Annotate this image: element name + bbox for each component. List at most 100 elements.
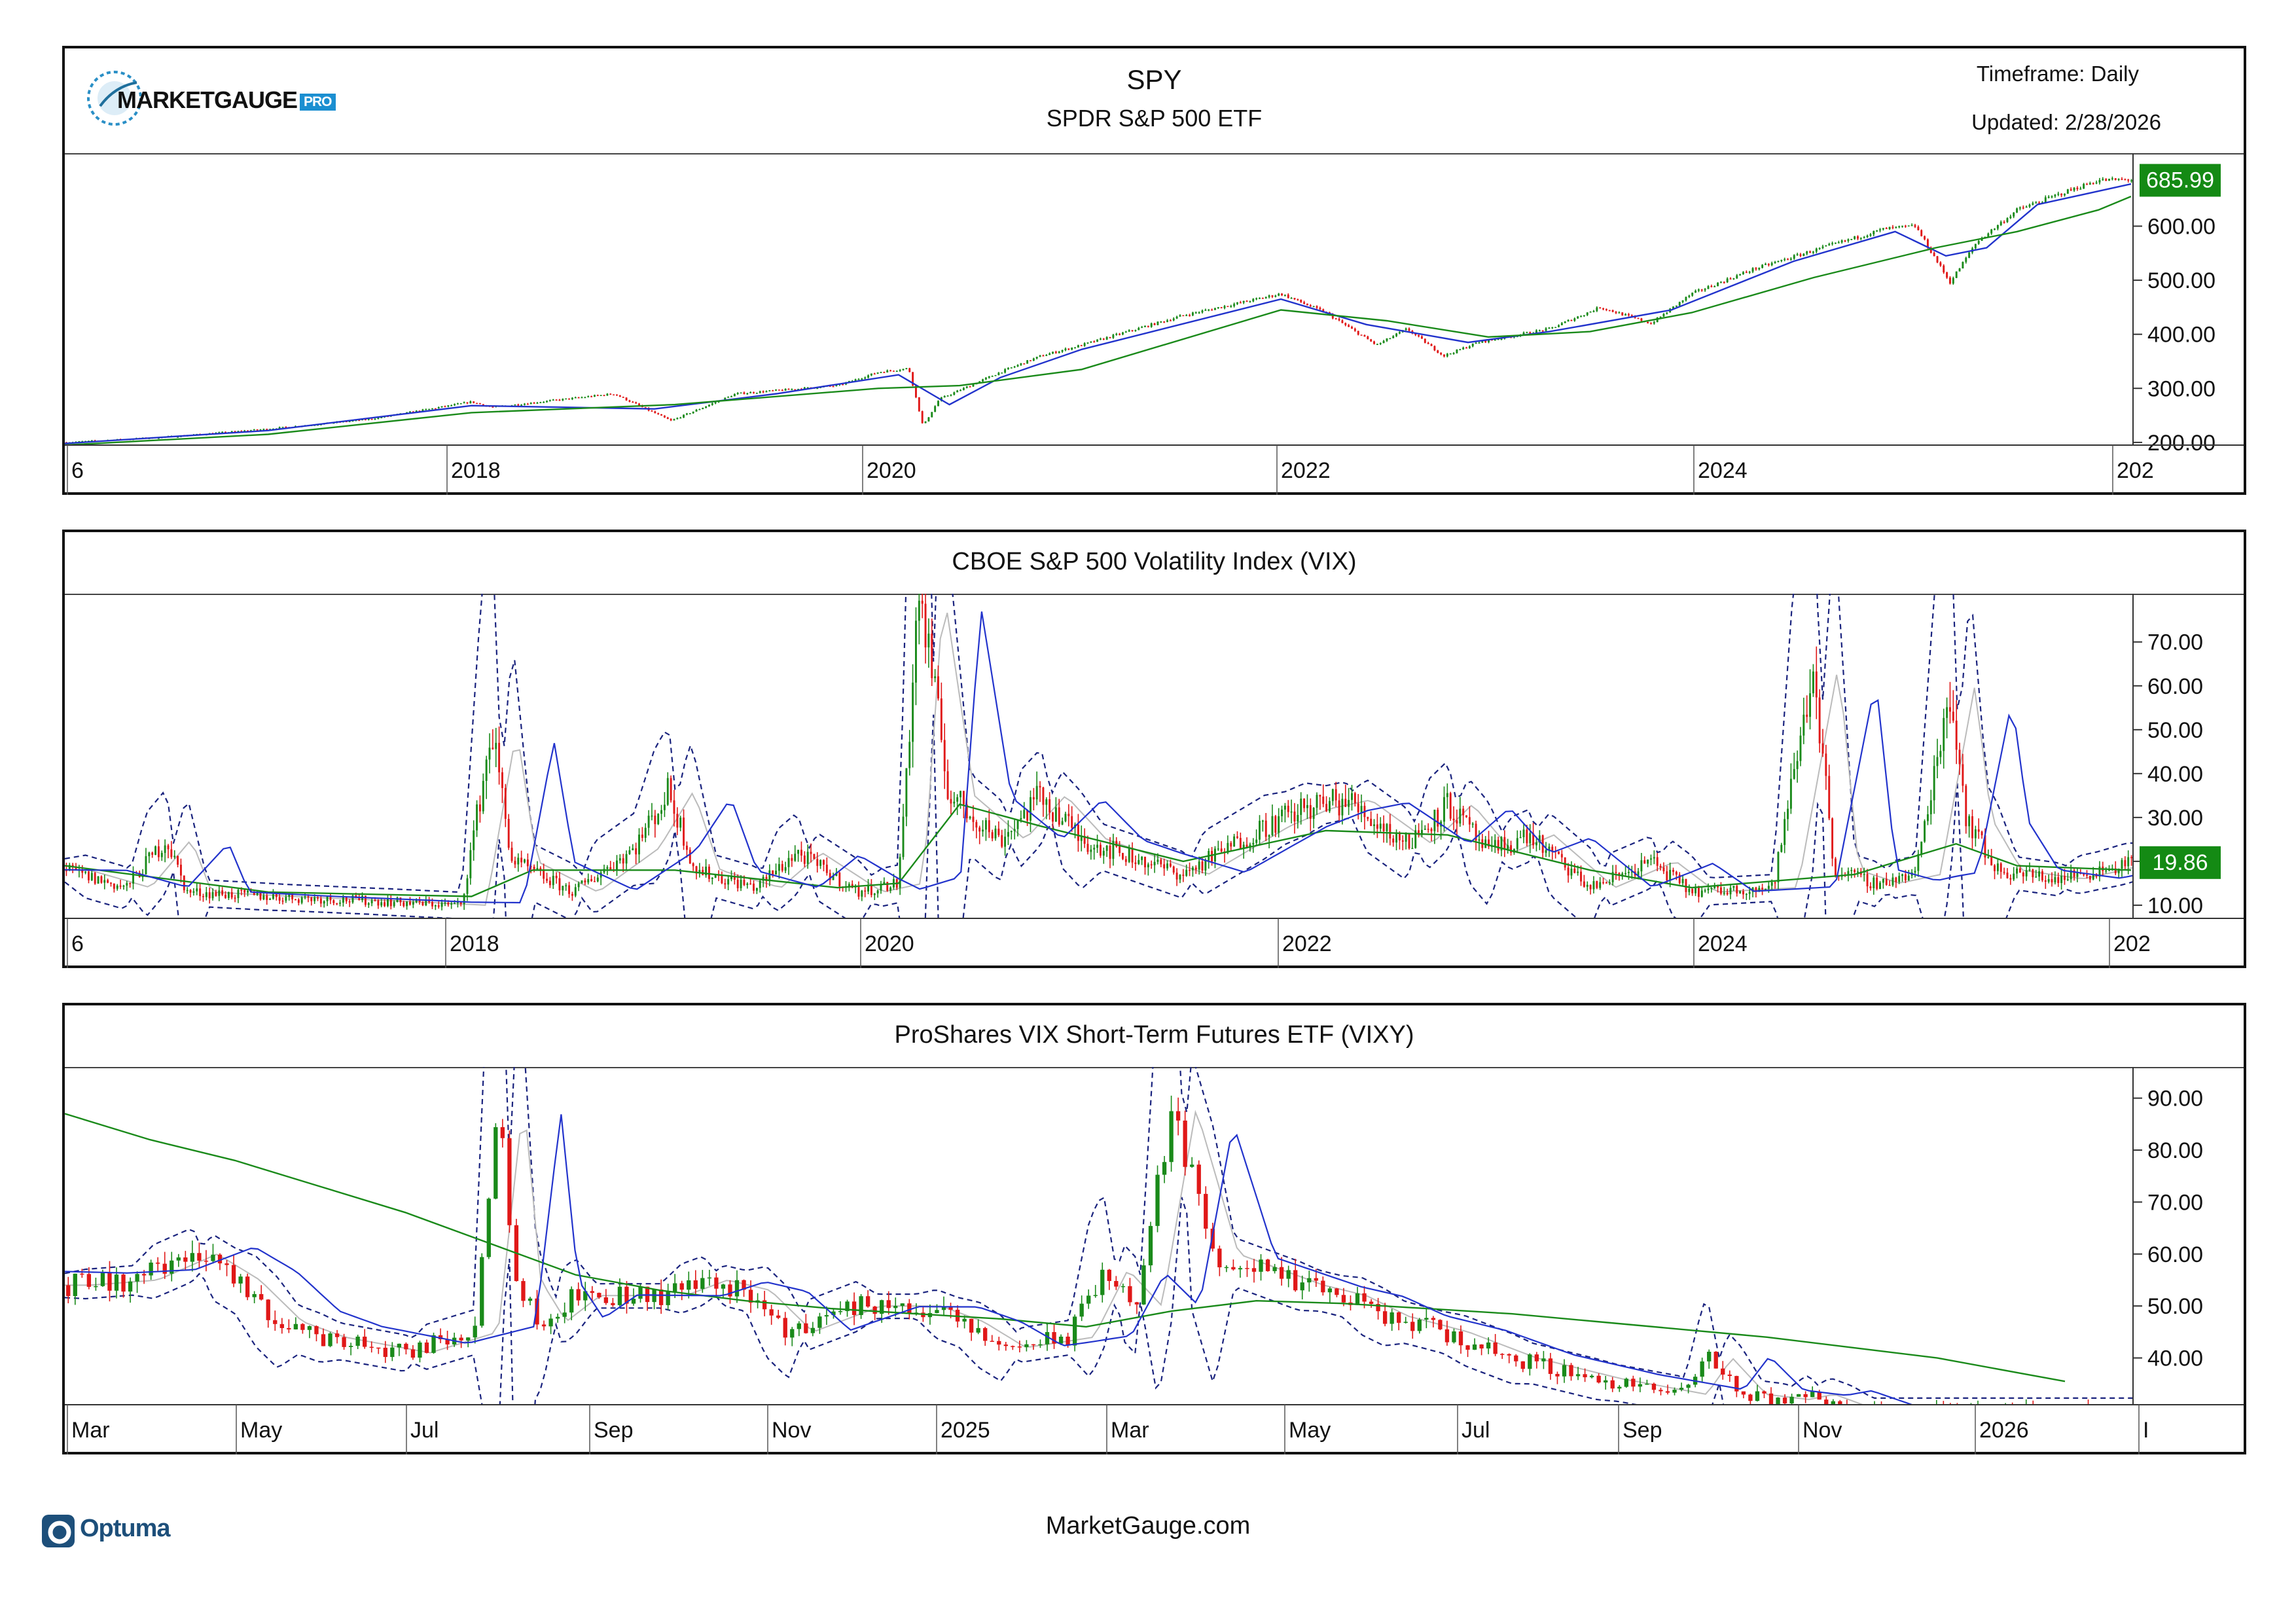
candle <box>459 403 462 405</box>
candle <box>937 665 939 701</box>
candle <box>1440 352 1443 355</box>
candle <box>173 850 176 859</box>
candle <box>1322 784 1325 808</box>
candle <box>1789 1394 1794 1405</box>
candle <box>1274 814 1277 837</box>
candle <box>899 369 901 372</box>
candle <box>1834 857 1837 878</box>
candle <box>1952 276 1954 285</box>
candle <box>1558 324 1560 328</box>
candle <box>1238 1265 1243 1278</box>
candle <box>969 1318 974 1341</box>
candle <box>1933 755 1935 814</box>
candle <box>772 389 774 391</box>
candle <box>1376 1297 1380 1320</box>
candle <box>543 401 545 403</box>
candle <box>1907 1407 1911 1419</box>
candle <box>476 403 478 405</box>
candle <box>1831 817 1834 867</box>
candle <box>1926 806 1929 825</box>
candle <box>1010 830 1013 840</box>
candle <box>622 396 624 398</box>
candle <box>1220 307 1223 309</box>
candle <box>1659 316 1662 318</box>
candle <box>154 845 157 856</box>
candle <box>876 889 879 898</box>
candle <box>1424 338 1426 344</box>
candle <box>1119 840 1121 857</box>
candle <box>2045 1407 2049 1413</box>
candle <box>1787 800 1789 831</box>
candle <box>857 378 860 380</box>
candle <box>1016 819 1019 837</box>
medium-ma-line <box>65 611 2133 904</box>
candle <box>609 393 612 395</box>
candle <box>2022 205 2024 209</box>
candle <box>1640 317 1643 322</box>
candle <box>110 882 112 887</box>
candle <box>1114 1276 1119 1290</box>
candle <box>825 857 828 876</box>
candle <box>1071 806 1073 832</box>
candle <box>1895 876 1897 888</box>
candle <box>707 1269 712 1286</box>
candle <box>1596 306 1598 312</box>
candle <box>543 863 545 884</box>
candle <box>1831 241 1834 246</box>
x-tick-label: 202 <box>2117 458 2154 483</box>
candle <box>418 1341 422 1363</box>
candle <box>447 405 450 408</box>
candle <box>749 878 752 885</box>
candle <box>526 403 529 405</box>
candle <box>1583 1368 1587 1382</box>
x-tick-label: 2025 <box>941 1418 990 1443</box>
candle <box>1329 797 1331 814</box>
candle <box>603 1289 609 1305</box>
candle <box>705 859 708 878</box>
candle <box>823 859 825 872</box>
candle <box>927 417 930 422</box>
candle <box>1859 237 1862 241</box>
candle <box>536 861 539 870</box>
candle <box>1955 271 1958 278</box>
candle <box>1194 865 1197 875</box>
candle <box>1239 300 1242 304</box>
candle <box>2107 1407 2111 1419</box>
candle <box>1208 309 1210 312</box>
candle <box>450 405 453 406</box>
y-tick-label: 500.00 <box>2147 268 2215 293</box>
candle <box>1611 865 1614 886</box>
candle <box>1325 796 1328 812</box>
candle <box>1083 828 1086 848</box>
candle <box>865 1290 870 1308</box>
candle <box>504 784 507 827</box>
candle <box>663 792 666 818</box>
candle <box>546 873 548 884</box>
candle <box>1259 297 1261 299</box>
candle <box>295 899 296 901</box>
candle <box>342 1333 346 1350</box>
bollinger-band-lower <box>65 714 2133 918</box>
candle <box>940 682 942 743</box>
candle <box>1465 1344 1470 1358</box>
candle <box>238 1274 243 1293</box>
candle <box>1080 825 1083 852</box>
candle <box>1939 261 1942 267</box>
candle <box>1850 238 1853 240</box>
candle <box>727 396 730 398</box>
candle <box>581 880 583 884</box>
plot-area <box>65 594 2133 918</box>
candle <box>873 372 876 375</box>
candle <box>450 901 453 909</box>
candle <box>870 878 872 897</box>
candle <box>1274 295 1277 298</box>
candle <box>698 863 701 878</box>
candle <box>1520 1361 1525 1373</box>
candle <box>2006 217 2009 223</box>
candle <box>791 388 793 391</box>
candle <box>1338 793 1340 823</box>
candle <box>1079 1295 1084 1322</box>
candle <box>533 864 535 873</box>
candle <box>1605 308 1607 312</box>
candle <box>224 1260 229 1276</box>
